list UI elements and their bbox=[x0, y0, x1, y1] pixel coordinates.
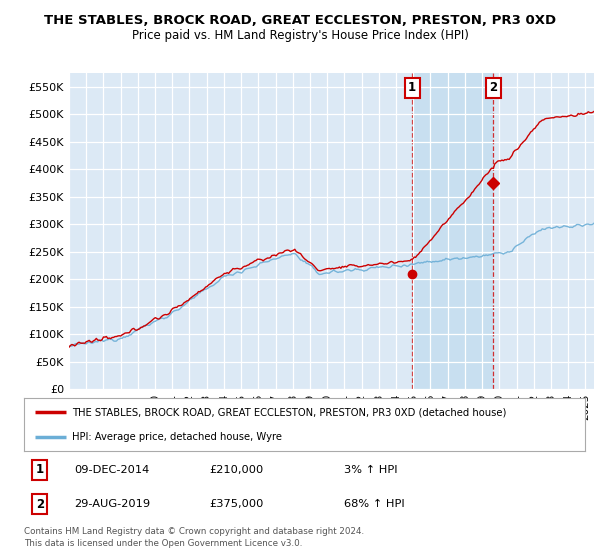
Text: HPI: Average price, detached house, Wyre: HPI: Average price, detached house, Wyre bbox=[71, 432, 281, 442]
Text: 68% ↑ HPI: 68% ↑ HPI bbox=[344, 499, 404, 509]
Text: Contains HM Land Registry data © Crown copyright and database right 2024.: Contains HM Land Registry data © Crown c… bbox=[24, 528, 364, 536]
Text: 3% ↑ HPI: 3% ↑ HPI bbox=[344, 465, 397, 475]
Text: 1: 1 bbox=[408, 81, 416, 94]
Bar bbox=[412, 73, 493, 389]
Text: This data is licensed under the Open Government Licence v3.0.: This data is licensed under the Open Gov… bbox=[24, 539, 302, 548]
Text: THE STABLES, BROCK ROAD, GREAT ECCLESTON, PRESTON, PR3 0XD: THE STABLES, BROCK ROAD, GREAT ECCLESTON… bbox=[44, 14, 556, 27]
Text: 2: 2 bbox=[490, 81, 497, 94]
Text: £375,000: £375,000 bbox=[209, 499, 263, 509]
Text: 29-AUG-2019: 29-AUG-2019 bbox=[74, 499, 151, 509]
Text: THE STABLES, BROCK ROAD, GREAT ECCLESTON, PRESTON, PR3 0XD (detached house): THE STABLES, BROCK ROAD, GREAT ECCLESTON… bbox=[71, 408, 506, 418]
Text: £210,000: £210,000 bbox=[209, 465, 263, 475]
Text: 1: 1 bbox=[35, 463, 44, 476]
Text: 2: 2 bbox=[35, 497, 44, 511]
Text: Price paid vs. HM Land Registry's House Price Index (HPI): Price paid vs. HM Land Registry's House … bbox=[131, 29, 469, 42]
Text: 09-DEC-2014: 09-DEC-2014 bbox=[74, 465, 150, 475]
